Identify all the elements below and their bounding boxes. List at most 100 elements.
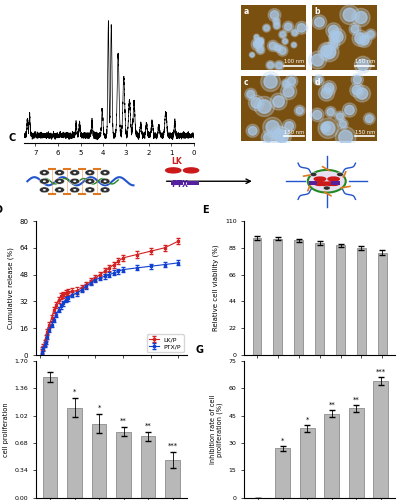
Circle shape <box>365 29 376 40</box>
Bar <box>92 424 107 498</box>
Circle shape <box>322 124 329 131</box>
Circle shape <box>58 180 61 182</box>
Text: 100 nm: 100 nm <box>284 60 304 64</box>
Circle shape <box>357 59 369 70</box>
Circle shape <box>295 22 308 35</box>
Circle shape <box>336 113 344 120</box>
Circle shape <box>250 53 254 57</box>
Circle shape <box>324 83 334 92</box>
Circle shape <box>268 8 281 22</box>
Circle shape <box>269 42 277 50</box>
Circle shape <box>332 31 343 42</box>
Bar <box>273 238 282 355</box>
Text: G: G <box>196 345 204 355</box>
Circle shape <box>85 187 95 193</box>
Circle shape <box>273 22 280 30</box>
Circle shape <box>320 42 339 62</box>
Circle shape <box>253 34 259 40</box>
Circle shape <box>330 40 338 48</box>
Circle shape <box>261 130 275 144</box>
Bar <box>187 180 200 185</box>
Circle shape <box>43 172 46 173</box>
Circle shape <box>259 38 263 43</box>
Circle shape <box>103 180 107 182</box>
Circle shape <box>43 189 46 191</box>
Circle shape <box>280 32 286 38</box>
Circle shape <box>323 186 330 190</box>
Text: **: ** <box>353 396 359 402</box>
Circle shape <box>351 25 359 33</box>
Text: 150 nm: 150 nm <box>355 130 375 135</box>
Circle shape <box>365 115 373 122</box>
Bar <box>275 448 290 498</box>
Circle shape <box>73 180 76 182</box>
Circle shape <box>328 26 339 36</box>
Circle shape <box>276 130 288 142</box>
Text: 150 nm: 150 nm <box>284 130 304 135</box>
Circle shape <box>294 105 305 116</box>
Circle shape <box>355 33 366 43</box>
Circle shape <box>291 42 297 48</box>
Circle shape <box>323 46 336 59</box>
Circle shape <box>273 18 280 25</box>
Circle shape <box>285 122 294 130</box>
Circle shape <box>40 187 49 193</box>
Ellipse shape <box>314 177 326 181</box>
Text: 150 nm: 150 nm <box>355 60 375 64</box>
Circle shape <box>279 30 287 38</box>
Circle shape <box>264 26 269 31</box>
Circle shape <box>283 80 289 86</box>
Circle shape <box>58 172 61 173</box>
Circle shape <box>256 39 264 46</box>
Circle shape <box>282 38 288 44</box>
Circle shape <box>55 178 65 184</box>
Text: D: D <box>0 205 2 215</box>
Circle shape <box>342 103 357 117</box>
Circle shape <box>337 172 344 176</box>
Bar <box>308 182 317 184</box>
Circle shape <box>313 110 322 120</box>
Circle shape <box>338 119 348 130</box>
Circle shape <box>363 113 375 124</box>
Circle shape <box>292 43 296 47</box>
Circle shape <box>88 189 91 191</box>
Circle shape <box>318 42 336 60</box>
Circle shape <box>282 120 296 132</box>
Bar <box>116 432 131 498</box>
Circle shape <box>258 100 271 113</box>
Circle shape <box>247 90 255 98</box>
Circle shape <box>266 60 275 70</box>
Circle shape <box>328 38 340 50</box>
Circle shape <box>251 98 261 108</box>
Circle shape <box>284 23 292 30</box>
Circle shape <box>352 86 361 95</box>
Circle shape <box>339 130 352 144</box>
Bar <box>141 436 156 498</box>
Circle shape <box>296 107 303 114</box>
Circle shape <box>353 76 361 84</box>
Circle shape <box>263 24 271 32</box>
Circle shape <box>334 111 345 122</box>
Circle shape <box>352 8 370 26</box>
Circle shape <box>326 23 341 38</box>
Circle shape <box>309 51 326 69</box>
Text: **: ** <box>145 422 152 428</box>
Circle shape <box>314 18 324 27</box>
Text: E: E <box>202 205 209 215</box>
Text: b: b <box>315 8 320 16</box>
Circle shape <box>274 19 279 24</box>
Circle shape <box>103 189 107 191</box>
Circle shape <box>327 108 334 116</box>
Bar <box>315 243 324 355</box>
Text: **: ** <box>120 418 127 424</box>
Circle shape <box>270 93 287 110</box>
Bar <box>241 76 306 141</box>
Circle shape <box>248 126 257 135</box>
Circle shape <box>43 180 46 182</box>
Text: LK: LK <box>171 158 182 166</box>
Circle shape <box>283 86 294 97</box>
Text: *: * <box>281 438 284 444</box>
Circle shape <box>273 127 291 146</box>
Bar <box>373 381 388 498</box>
Circle shape <box>367 30 374 38</box>
